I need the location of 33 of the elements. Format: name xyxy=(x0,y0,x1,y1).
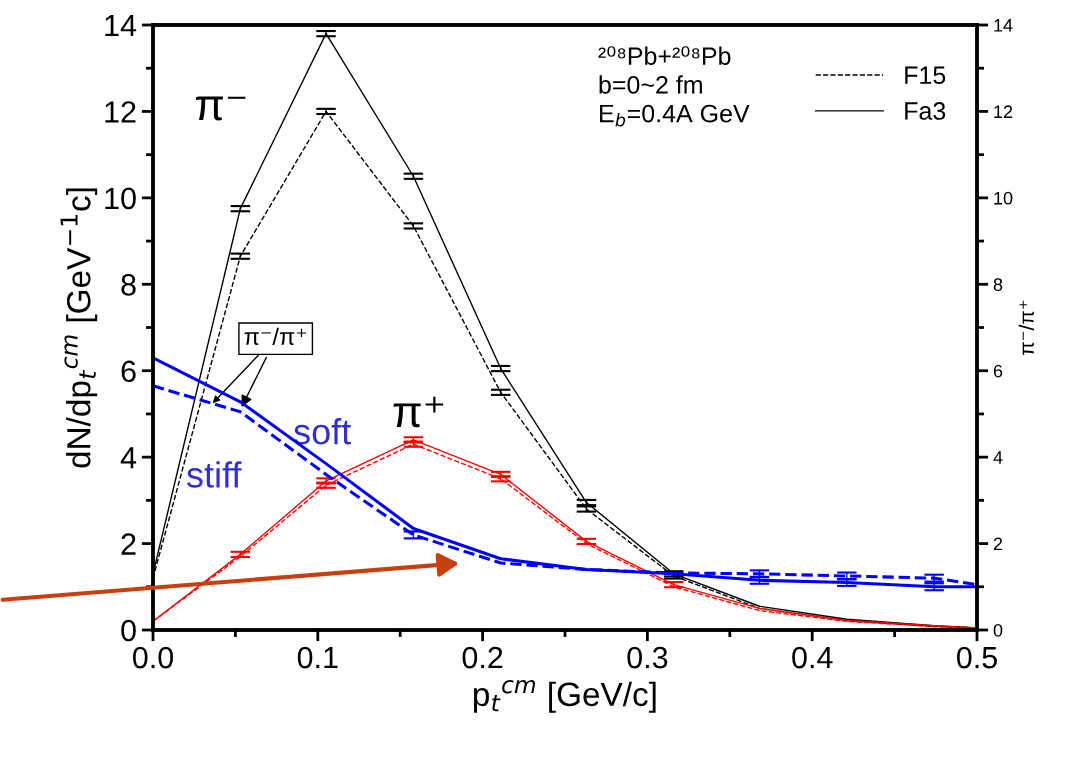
x-tick-label: 0.1 xyxy=(297,646,338,669)
y2-axis-title: π⁻/π⁺ xyxy=(1018,300,1034,355)
y-tick-label: 2 xyxy=(121,533,136,555)
y2-tick-label: 2 xyxy=(993,537,1003,551)
y2-tick-label: 6 xyxy=(993,364,1003,378)
x-tick-label: 0.3 xyxy=(627,646,668,669)
annotation: soft xyxy=(294,418,352,445)
y2-tick-label: 8 xyxy=(993,278,1003,292)
annotation: stiff xyxy=(186,461,242,488)
x-axis-title: p$_{t}$$^{cm}$ [GeV/c] xyxy=(473,680,656,713)
y-tick-label: 10 xyxy=(105,187,136,210)
y-tick-label: 12 xyxy=(105,101,136,123)
y2-tick-label: 10 xyxy=(994,191,1013,205)
y-tick-label: 14 xyxy=(105,15,137,37)
x-tick-label: 0.0 xyxy=(132,646,174,669)
y2-tick-label: 0 xyxy=(993,623,1003,637)
legend-label: Fa3 xyxy=(905,102,946,120)
y-tick-label: 4 xyxy=(120,447,137,469)
y-tick-label: 0 xyxy=(121,619,136,642)
legend-label: F15 xyxy=(905,66,946,85)
x-tick-label: 0.5 xyxy=(956,646,997,669)
annotation: π⁺ xyxy=(393,396,444,428)
y2-tick-label: 12 xyxy=(994,105,1013,118)
x-tick-label: 0.4 xyxy=(792,646,833,669)
annotation: ²⁰⁸Pb+²⁰⁸Pb b=0~2 fm E$_{b}$=0.4A GeV xyxy=(598,46,750,127)
y-axis-title: dN/dp$_{t}$$^{cm}$ [GeV$^{−1}$c] xyxy=(60,188,98,468)
annotation: π⁻/π⁺ xyxy=(244,327,307,346)
y2-tick-label: 14 xyxy=(994,19,1013,32)
y-tick-label: 6 xyxy=(121,360,136,383)
annotation: π⁻ xyxy=(195,96,246,121)
y-tick-label: 8 xyxy=(121,274,136,296)
x-tick-label: 0.2 xyxy=(462,646,503,669)
y2-tick-label: 4 xyxy=(993,451,1003,464)
